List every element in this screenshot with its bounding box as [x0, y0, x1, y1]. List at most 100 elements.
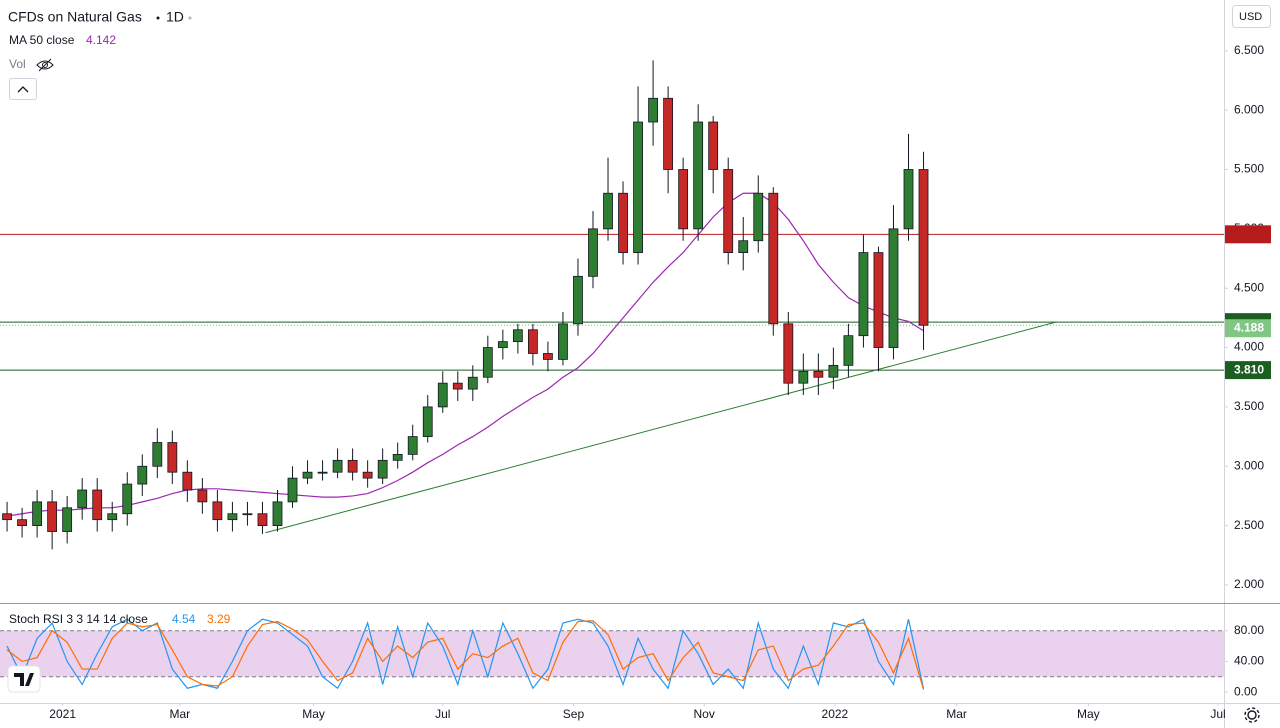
candle-body — [197, 489, 208, 503]
candle-body — [77, 489, 88, 509]
candle-body — [663, 97, 674, 170]
candle-body — [543, 353, 553, 360]
candle-body — [257, 513, 268, 527]
candle-body — [828, 364, 839, 378]
x-tick-label: Mar — [946, 707, 967, 721]
candle-body — [633, 121, 643, 253]
candle-body — [107, 513, 118, 521]
candle-body — [813, 370, 824, 378]
candle-body — [332, 459, 343, 473]
candle-body — [678, 169, 689, 230]
candle-body — [437, 382, 448, 408]
chart-title: CFDs on Natural Gas — [8, 9, 142, 25]
stoch-d-last: 3.29 — [207, 612, 231, 626]
separator-dot — [156, 16, 160, 20]
x-tick-label: Sep — [563, 707, 585, 721]
candle-body — [573, 275, 583, 325]
candle-body — [392, 453, 403, 461]
stoch-line — [6, 620, 925, 690]
candle-body — [227, 513, 238, 521]
candle-body — [32, 501, 43, 527]
hide-icon[interactable] — [36, 58, 54, 72]
candle-body — [482, 347, 493, 378]
logo — [7, 665, 41, 693]
candle-body — [527, 329, 538, 354]
stoch-k-last: 4.54 — [172, 612, 196, 626]
settings-icon[interactable] — [1244, 707, 1260, 723]
candle-body — [588, 228, 598, 277]
collapse-button[interactable] — [9, 78, 37, 100]
y-tick-label: 40.00 — [1234, 654, 1264, 668]
candle-body — [2, 513, 12, 521]
ma-last-value: 4.142 — [86, 33, 116, 47]
y-tick-label: 3.500 — [1234, 399, 1264, 413]
candle-body — [92, 489, 103, 521]
x-tick-label: Mar — [170, 707, 191, 721]
candle-body — [452, 382, 463, 390]
candle-body — [467, 376, 478, 390]
candle-body — [47, 501, 58, 532]
candle-body — [347, 459, 358, 473]
candle-body — [603, 192, 613, 230]
candle-body — [693, 121, 704, 230]
trendline — [265, 321, 1056, 534]
candle-body — [783, 323, 794, 384]
candle-body — [317, 471, 328, 474]
candle-body — [377, 459, 388, 479]
stoch-band — [0, 630, 1224, 677]
candle-body — [422, 406, 433, 437]
candle-body — [17, 519, 27, 527]
currency: USD — [1239, 11, 1262, 23]
volume-label: Vol — [9, 57, 26, 71]
x-tick-label: Nov — [693, 707, 714, 721]
y-tick-label: 6.000 — [1234, 102, 1264, 116]
candle-body — [182, 471, 193, 491]
candle-body — [272, 501, 283, 527]
status-dot — [188, 16, 192, 20]
currency-button[interactable]: USD — [1232, 5, 1271, 28]
candle-body — [738, 240, 749, 253]
candle-body — [888, 228, 899, 348]
candle-body — [798, 370, 809, 384]
candle-body — [242, 513, 253, 516]
x-tick-label: Jul — [1210, 707, 1225, 721]
candle-body — [212, 501, 223, 521]
candle-body — [62, 507, 73, 532]
x-tick-label: May — [302, 707, 325, 721]
y-tick-label: 2.000 — [1234, 577, 1264, 591]
candle-body — [512, 329, 523, 343]
level-label-box — [1225, 361, 1271, 380]
stoch-line — [6, 618, 925, 690]
candle-body — [302, 471, 313, 479]
level-label-box — [1225, 225, 1271, 244]
candle-body — [137, 465, 148, 485]
x-tick-label: 2022 — [822, 707, 849, 721]
candle-body — [768, 192, 779, 325]
candle-body — [708, 121, 719, 170]
candle-body — [167, 442, 178, 473]
x-tick-label: Jul — [435, 707, 450, 721]
y-tick-label: 80.00 — [1234, 623, 1264, 637]
y-tick-label: 6.500 — [1234, 43, 1264, 57]
plot-area — [0, 60, 1224, 690]
candle-body — [903, 169, 914, 230]
y-tick-label: 5.500 — [1234, 162, 1264, 176]
candle-body — [618, 192, 628, 253]
y-tick-label: 2.500 — [1234, 518, 1264, 532]
candle-body — [753, 192, 764, 242]
candle-body — [152, 442, 163, 467]
x-tick-label: 2021 — [49, 707, 76, 721]
last-price-label: 4.188 — [1234, 320, 1264, 334]
candle-body — [918, 169, 929, 326]
candle-body — [362, 471, 373, 479]
interval: 1D — [166, 9, 184, 25]
candle-body — [287, 477, 298, 503]
candle-body — [558, 323, 568, 360]
candle-body — [843, 335, 854, 366]
candle-body — [723, 169, 734, 253]
candle-body — [858, 252, 869, 337]
candle-body — [497, 341, 508, 348]
ma-label: MA 50 close — [9, 33, 75, 47]
y-tick-label: 4.500 — [1234, 280, 1264, 294]
